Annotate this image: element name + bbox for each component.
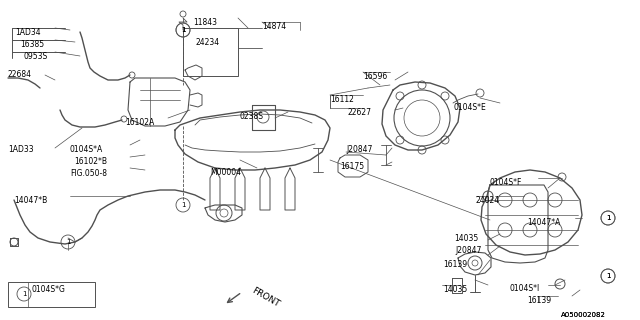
Text: 22684: 22684 — [8, 70, 32, 79]
Text: 1: 1 — [180, 27, 185, 33]
Text: J20847: J20847 — [455, 246, 481, 255]
Text: 0104S*F: 0104S*F — [490, 178, 522, 187]
Text: 16385: 16385 — [20, 40, 44, 49]
Text: 16112: 16112 — [330, 95, 354, 104]
Text: 0104S*E: 0104S*E — [453, 103, 486, 112]
Text: M00004: M00004 — [210, 168, 241, 177]
Text: 16596: 16596 — [363, 72, 387, 81]
Text: 1AD33: 1AD33 — [8, 145, 34, 154]
Text: 16102*B: 16102*B — [74, 157, 107, 166]
Text: 0238S: 0238S — [240, 112, 264, 121]
Text: FRONT: FRONT — [250, 286, 282, 309]
Text: J20847: J20847 — [346, 145, 372, 154]
Text: 11843: 11843 — [193, 18, 217, 27]
Text: FIG.050-8: FIG.050-8 — [70, 169, 107, 178]
Text: 1AD34: 1AD34 — [15, 28, 40, 37]
Text: 1: 1 — [180, 202, 185, 208]
Text: 16175: 16175 — [340, 162, 364, 171]
Text: 16102A: 16102A — [125, 118, 154, 127]
Text: 1: 1 — [22, 291, 26, 297]
Text: 1: 1 — [605, 215, 611, 221]
Text: 1: 1 — [605, 273, 611, 279]
Text: 0953S: 0953S — [24, 52, 48, 61]
Text: 0104S*A: 0104S*A — [70, 145, 103, 154]
Text: 1: 1 — [605, 273, 611, 279]
Text: 0104S*I: 0104S*I — [510, 284, 540, 293]
Bar — [8, 282, 95, 307]
Text: 1: 1 — [66, 239, 70, 245]
Text: 14047*B: 14047*B — [14, 196, 47, 205]
Text: 22627: 22627 — [348, 108, 372, 117]
Text: 14874: 14874 — [262, 22, 286, 31]
Text: 0104S*G: 0104S*G — [32, 285, 66, 294]
Text: 24024: 24024 — [476, 196, 500, 205]
Text: 16139: 16139 — [443, 260, 467, 269]
Text: 1: 1 — [605, 215, 611, 221]
Text: A050002082: A050002082 — [561, 312, 606, 318]
Text: A050002082: A050002082 — [561, 312, 606, 318]
Text: 24234: 24234 — [196, 38, 220, 47]
Text: 1: 1 — [180, 27, 185, 33]
Bar — [183, 28, 238, 76]
Text: 14047*A: 14047*A — [527, 218, 561, 227]
Text: 14035: 14035 — [454, 234, 478, 243]
Text: 16139: 16139 — [527, 296, 551, 305]
Text: 14035: 14035 — [443, 285, 467, 294]
